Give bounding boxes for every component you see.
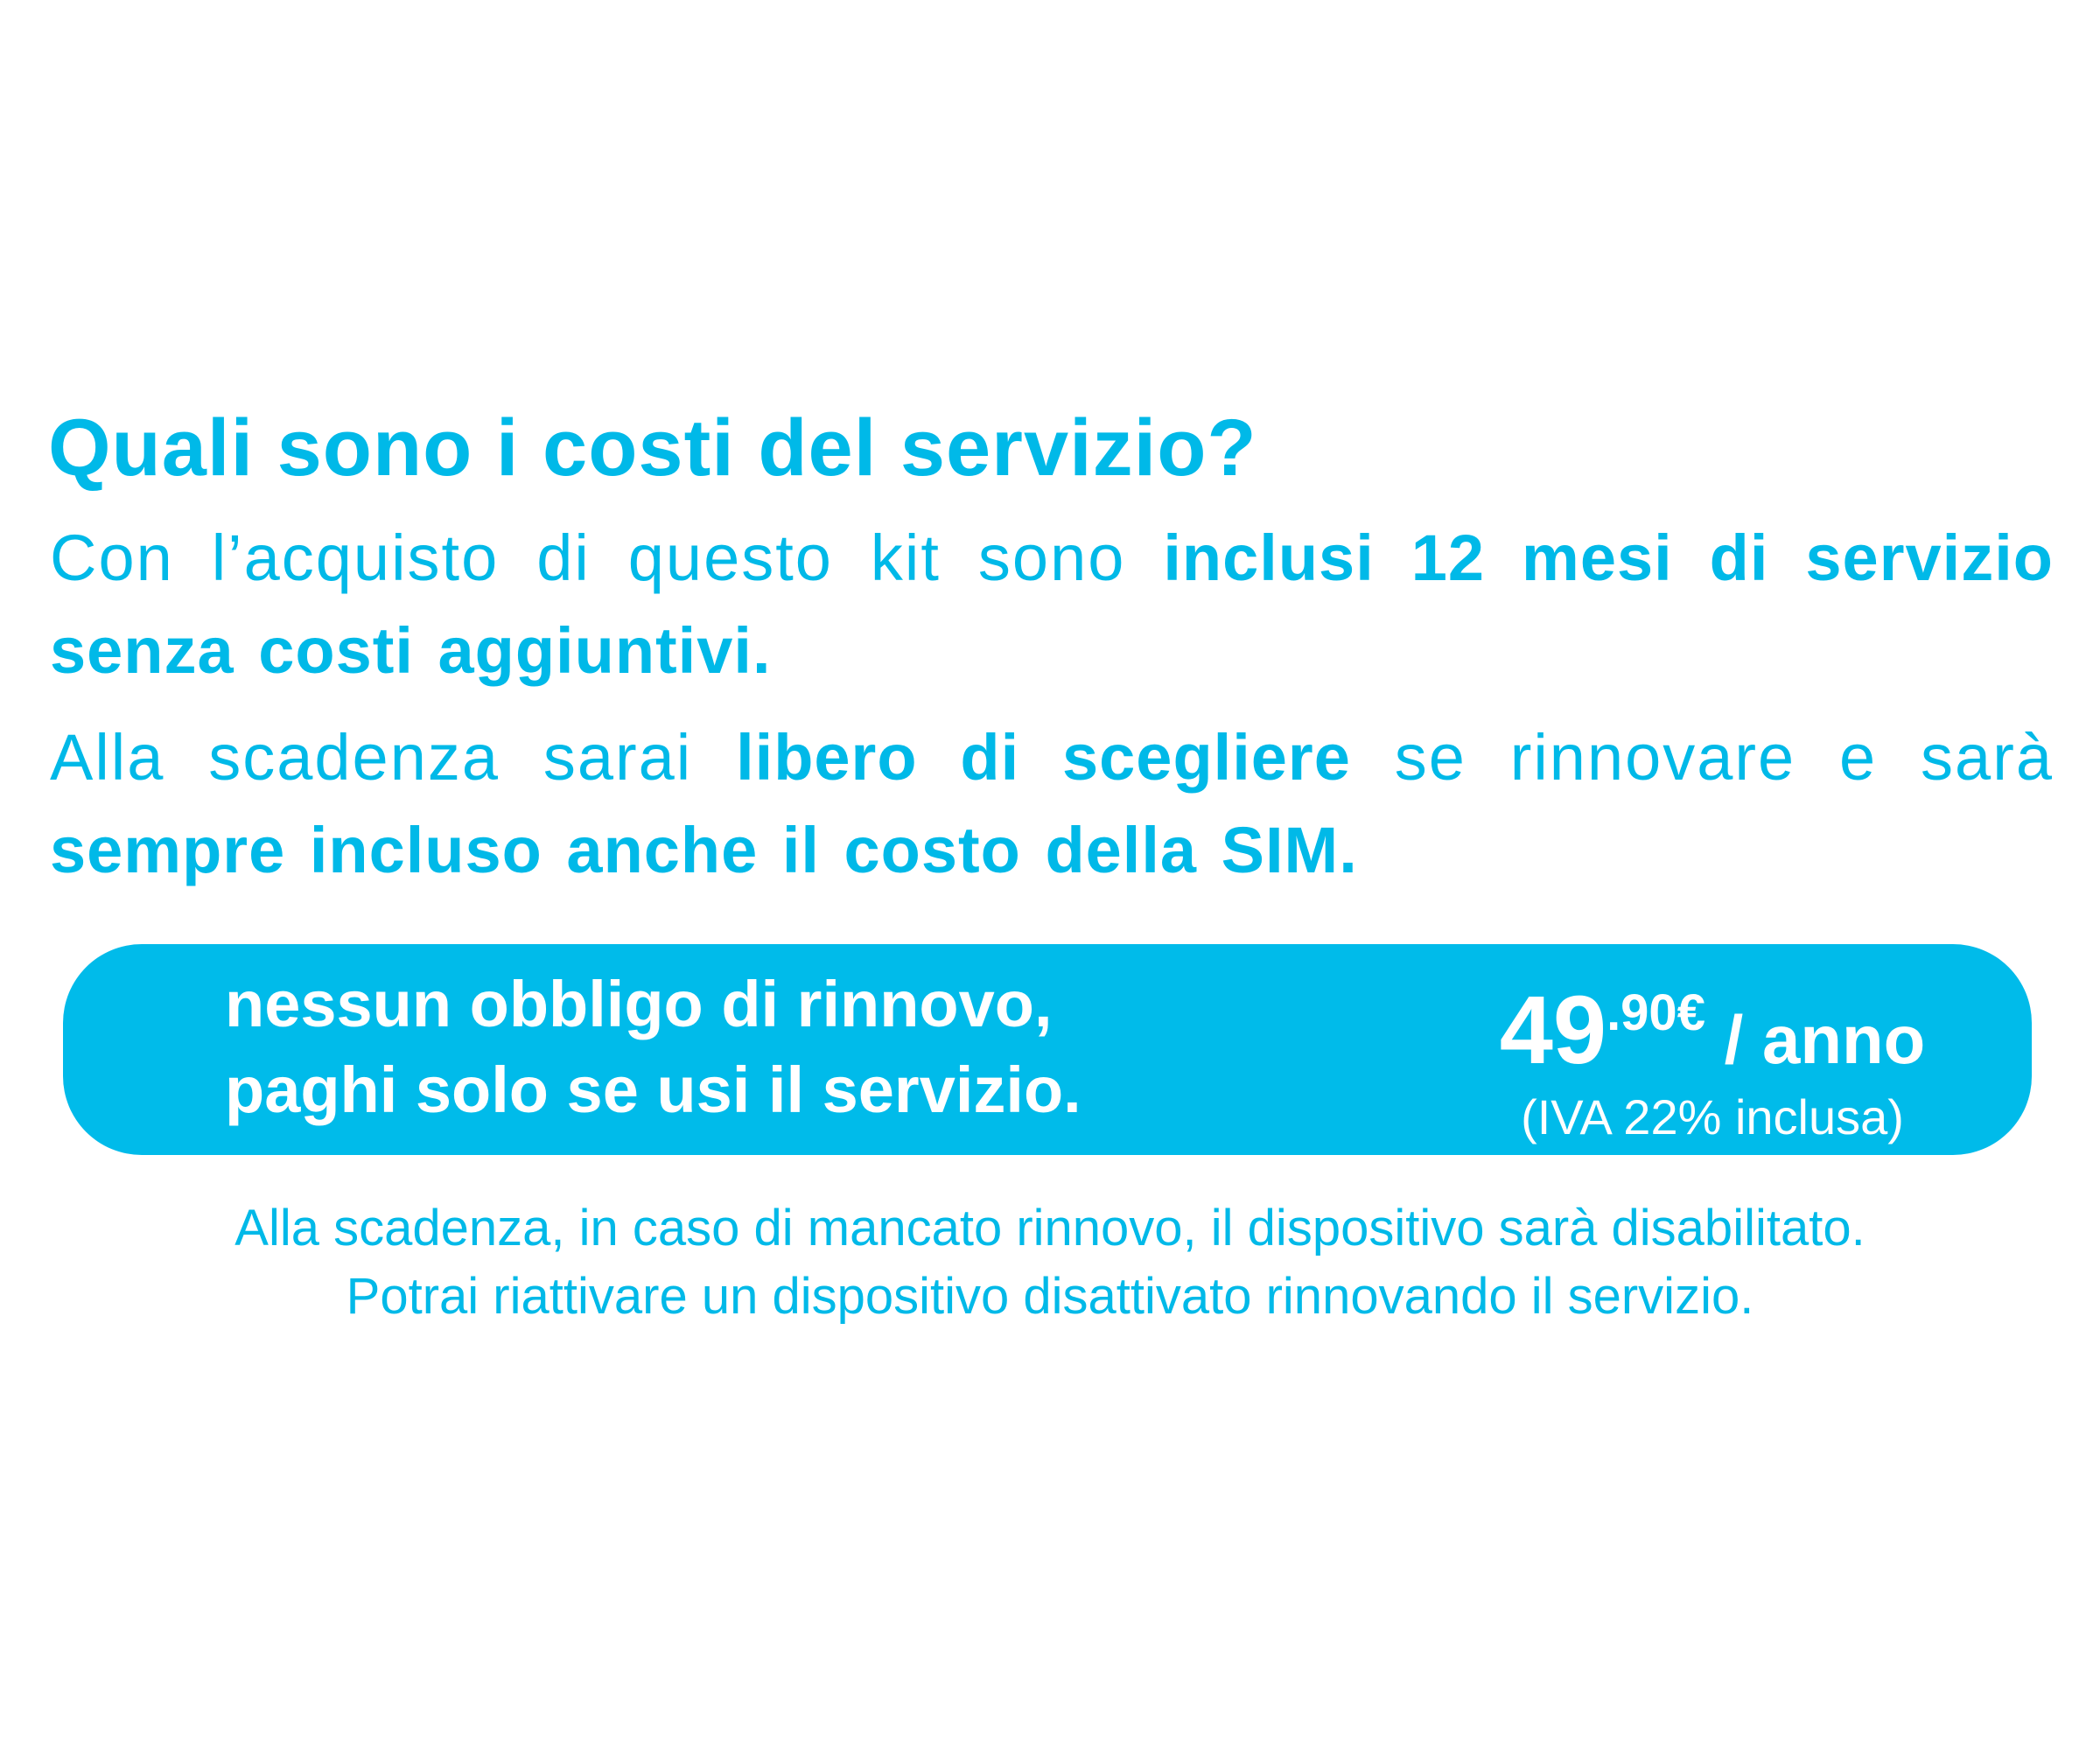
- banner-line-2: paghi solo se usi il servizio.: [225, 1054, 1082, 1126]
- renewal-paragraph: Alla scadenza sarai libero di scegliere …: [50, 711, 2054, 897]
- included-months-paragraph: Con l’acquisto di questo kit sono inclus…: [50, 512, 2054, 697]
- price-integer: 49: [1499, 976, 1607, 1084]
- footer-line-2: Potrai riattivare un dispositivo disatti…: [346, 1268, 1754, 1325]
- paragraph-highlight: sempre incluso anche il costo della SIM.: [50, 814, 1358, 886]
- price: 49.90€ / anno: [1384, 962, 2040, 1091]
- paragraph-text: Con l’acquisto di questo kit sono: [50, 522, 1164, 594]
- footer-note: Alla scadenza, in caso di mancato rinnov…: [0, 1194, 2100, 1331]
- price-banner: nessun obbligo di rinnovo, paghi solo se…: [63, 944, 2032, 1155]
- banner-line-1: nessun obbligo di rinnovo,: [225, 968, 1053, 1040]
- vat-note: (IVA 22% inclusa): [1521, 1089, 1904, 1144]
- page-title: Quali sono i costi del servizio?: [48, 403, 1257, 493]
- paragraph-highlight: inclusi 12 mesi di servizio senza costi …: [50, 522, 2054, 687]
- price-block: 49.90€ / anno (IVA 22% inclusa): [1384, 962, 2040, 1144]
- price-unit: / anno: [1704, 1001, 1926, 1078]
- price-decimal: .90€: [1606, 984, 1705, 1041]
- paragraph-text: Alla scadenza sarai: [50, 721, 737, 794]
- no-obligation-text: nessun obbligo di rinnovo, paghi solo se…: [225, 962, 1082, 1133]
- footer-line-1: Alla scadenza, in caso di mancato rinnov…: [234, 1200, 1866, 1256]
- paragraph-highlight: libero di scegliere: [736, 721, 1351, 794]
- paragraph-text: se rinnovare e sarà: [1350, 721, 2054, 794]
